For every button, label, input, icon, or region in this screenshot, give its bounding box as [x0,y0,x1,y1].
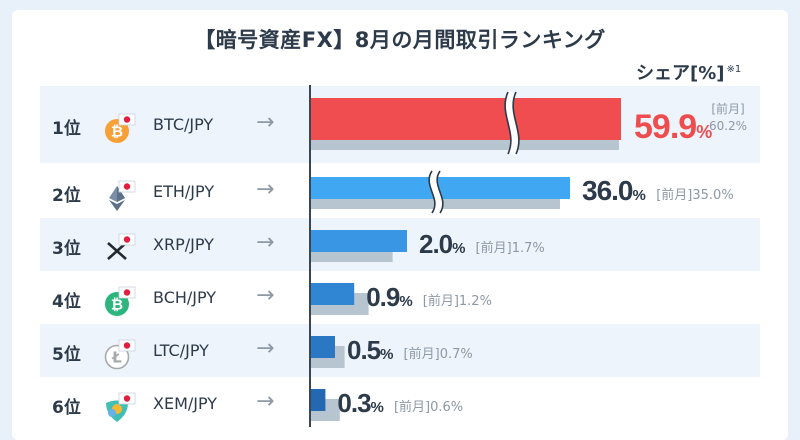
share-value-label: 36.0% [582,175,646,206]
xrp-icon [104,232,136,260]
prev-month-tag: [前月] [711,101,744,116]
share-value-label: 59.9% [634,108,712,146]
current-bar [311,389,326,411]
ranking-row: 6位 XEM/JPY → [40,377,760,430]
unit-text: シェア[%] [636,63,725,84]
currency-pair-label: ETH/JPY [153,182,215,201]
rank-label: 1位 [52,119,81,139]
axis-break-line [512,91,520,155]
arrow-right-icon: → [256,230,275,255]
current-bar [311,283,355,305]
percent-sign: % [452,240,465,257]
axis-break-line [436,170,444,214]
axis-break-line [504,91,512,155]
rank-label: 5位 [52,345,81,365]
current-bar [311,177,570,199]
axis-break-gap [505,90,519,156]
share-value-label: 2.0% [419,229,465,259]
svg-text:₿: ₿ [111,296,123,314]
chart-axis-line [309,85,311,427]
svg-text:₿: ₿ [111,123,123,141]
arrow-right-icon: → [256,177,275,202]
ranking-row: 4位 ₿ BCH/JPY → [40,271,760,324]
bar-chart-plot: 59.9%[前月] 60.2% 36.0% [前月]35.0% 2.0% [前月]1.7%… [311,90,747,421]
arrow-right-icon: → [256,283,275,308]
percent-sign: % [371,399,384,416]
axis-break-line [428,170,436,214]
currency-pair-label: XEM/JPY [153,394,218,413]
share-value-label: 0.5% [347,335,393,365]
arrow-right-icon: → [256,389,275,414]
ranking-row: 5位 Ł LTC/JPY → [40,324,760,377]
unit-label: シェア[%] ※1 [636,59,741,85]
prev-month-value: [前月]0.7% [404,346,473,362]
currency-pair-label: BTC/JPY [153,115,214,134]
rank-label: 6位 [52,398,81,418]
percent-sign: % [633,187,646,204]
chart-title: 【暗号資産FX】8月の月間取引ランキング [194,28,606,52]
currency-pair-label: LTC/JPY [153,341,209,360]
rank-label: 4位 [52,292,81,312]
currency-pair-label: XRP/JPY [153,235,214,254]
prev-month-value: [前月]0.6% [394,399,463,415]
share-value-label: 0.3% [337,388,383,418]
bitcoin-icon: ₿ [104,112,136,143]
current-bar [311,98,621,140]
current-bar [311,336,335,358]
prev-month-value: 60.2% [709,119,747,133]
percent-sign: % [696,122,712,142]
unit-footnote: ※1 [726,64,742,75]
litecoin-icon: Ł [104,338,136,370]
arrow-right-icon: → [256,336,275,361]
rank-label: 3位 [52,239,81,259]
current-bar [311,230,407,252]
percent-sign: % [399,293,412,310]
svg-text:Ł: Ł [111,349,122,367]
prev-month-value: [前月]35.0% [656,187,733,203]
share-value-label: 0.9% [366,282,412,312]
currency-pair-label: BCH/JPY [153,288,217,307]
arrow-right-icon: → [256,110,275,135]
prev-month-value: [前月]1.2% [423,293,492,309]
ranking-row: 3位 XRP/JPY → [40,218,760,271]
prev-month-value: [前月]1.7% [476,240,545,256]
ethereum-icon [104,179,136,211]
nem-icon [104,391,136,422]
rank-label: 2位 [52,186,81,206]
ranking-row: 2位 ETH/JPY → [40,165,760,218]
percent-sign: % [380,346,393,363]
axis-break-gap [429,169,443,215]
bitcoin-cash-icon: ₿ [104,285,136,316]
